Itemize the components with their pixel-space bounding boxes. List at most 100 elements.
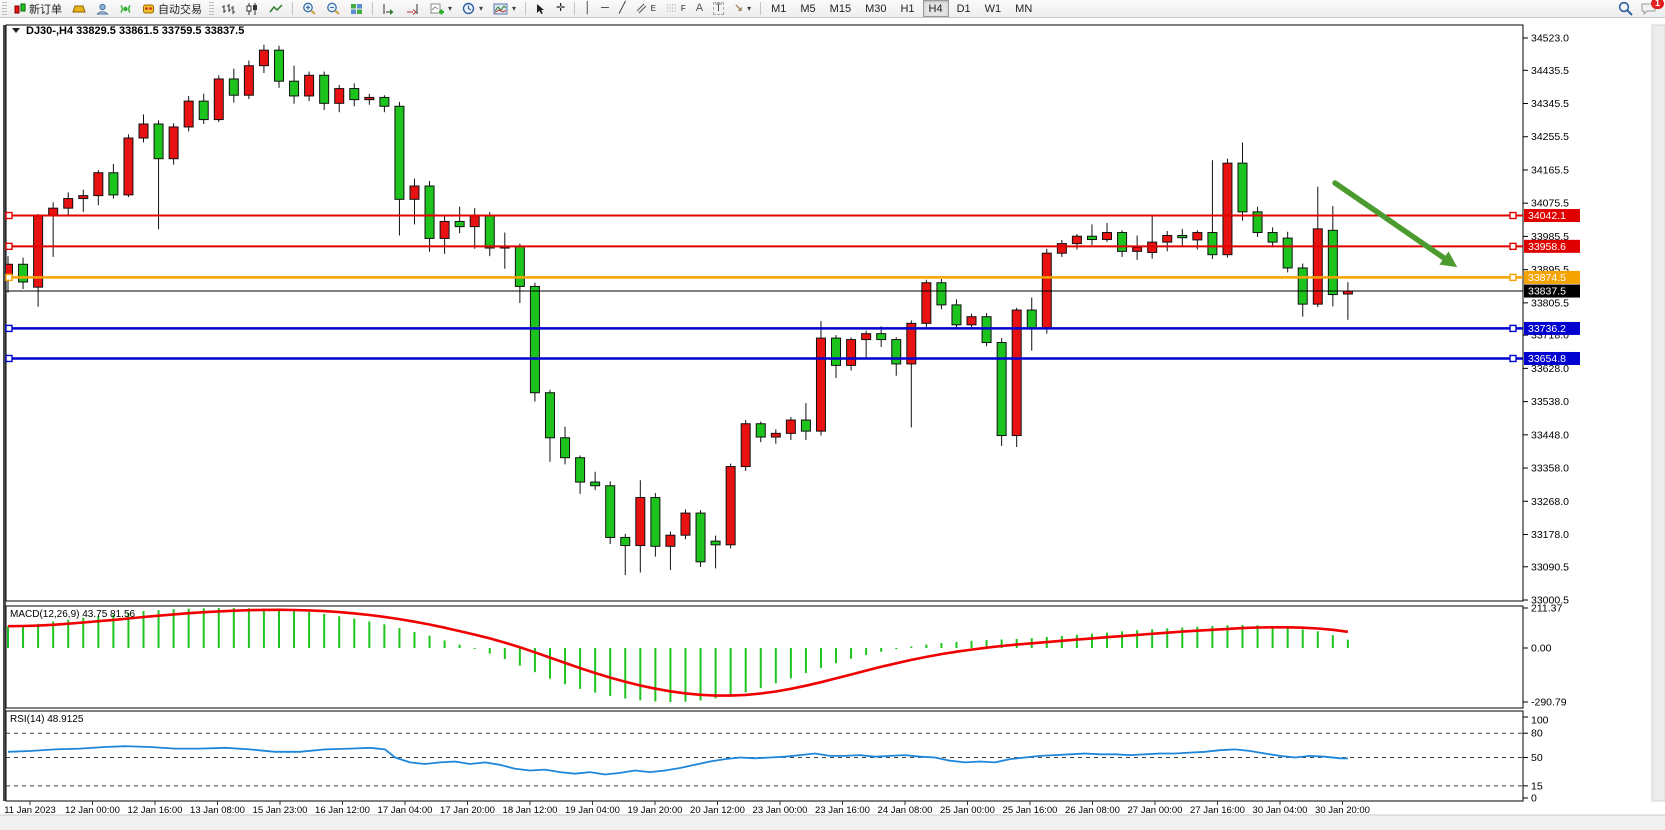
- timeframe-group: M1 M5 M15 M30 H1 H4 D1 W1 MN: [765, 0, 1038, 17]
- autoscroll-button[interactable]: [377, 0, 401, 17]
- text-tool-icon: A: [695, 2, 704, 14]
- price-badge-label: 33736.2: [1528, 323, 1566, 335]
- time-tick-label: 23 Jan 16:00: [815, 805, 870, 816]
- price-badge: [1524, 270, 1580, 284]
- new-order-candles-icon: [14, 3, 26, 13]
- zoom-in-icon: [303, 2, 316, 15]
- price-tick-label: 34075.5: [1531, 198, 1569, 210]
- templates-button[interactable]: ▾: [488, 0, 521, 17]
- tf-M5[interactable]: M5: [800, 2, 816, 15]
- trendline-icon: ╱: [618, 2, 626, 14]
- fibonacci-tool-button[interactable]: F: [661, 0, 691, 17]
- toolbar-grip[interactable]: [209, 2, 214, 15]
- gold-ingot-button[interactable]: [67, 0, 91, 17]
- person-icon: [96, 3, 109, 14]
- line-handle[interactable]: [5, 354, 13, 363]
- tf-H4[interactable]: H4: [922, 0, 949, 17]
- line-chart-button[interactable]: [264, 0, 288, 17]
- crosshair-icon: ✛: [556, 2, 566, 14]
- line-handle[interactable]: [5, 242, 13, 251]
- gold-ingot-icon: [72, 5, 86, 12]
- price-badge-label: 34042.1: [1528, 210, 1566, 222]
- macd-panel: MACD(12,26,9) 43.75 81.56 211.37 0.00 -290.…: [7, 603, 1567, 709]
- time-tick-label: 11 Jan 2023: [4, 805, 56, 816]
- arrows-tool-button[interactable]: ↘ ▾: [729, 0, 756, 17]
- line-handle[interactable]: [5, 211, 13, 220]
- trend-arrow[interactable]: [1332, 180, 1458, 268]
- macd-signal-line: [7, 608, 1349, 697]
- tf-M30[interactable]: M30: [865, 2, 887, 15]
- price-tick-label: 33178.0: [1531, 529, 1569, 541]
- price-badge: [1524, 209, 1580, 223]
- tile-windows-icon: [351, 3, 362, 14]
- price-badge: [1524, 239, 1580, 253]
- macd-tick-label: -290.79: [1531, 697, 1567, 709]
- vertical-line-icon: │: [584, 2, 592, 14]
- new-order-button[interactable]: 新订单: [9, 0, 67, 17]
- tf-MN[interactable]: MN: [1015, 2, 1033, 15]
- dropdown-icon: ▾: [448, 4, 453, 13]
- rsi-line: [7, 745, 1349, 776]
- tf-W1[interactable]: W1: [984, 2, 1002, 15]
- tf-D1[interactable]: D1: [956, 2, 971, 15]
- tf-H1[interactable]: H1: [900, 2, 915, 15]
- price-axis[interactable]: 34523.0 34435.5 34345.5 34255.5 34165.5 34075…: [1523, 33, 1580, 607]
- signals-button[interactable]: [114, 0, 137, 17]
- horizontal-line-tool-button[interactable]: ─: [596, 0, 614, 17]
- line-handle[interactable]: [1509, 273, 1517, 282]
- line-handle[interactable]: [1509, 242, 1517, 251]
- time-tick-label: 20 Jan 12:00: [690, 805, 745, 816]
- search-icon[interactable]: [1618, 1, 1633, 16]
- zoom-in-button[interactable]: [297, 0, 321, 17]
- time-tick-label: 30 Jan 20:00: [1315, 805, 1370, 816]
- price-tick-label: 33448.0: [1531, 429, 1569, 441]
- indicators-button[interactable]: ▾: [425, 0, 457, 17]
- bar-chart-button[interactable]: [216, 0, 240, 17]
- toolbar-separator: [525, 2, 527, 15]
- chart-title-label: DJ30-,H4 33829.5 33861.5 33759.5 33837.5: [26, 25, 244, 37]
- toolbar: 新订单 自动交易: [0, 0, 1665, 18]
- line-handle[interactable]: [1509, 354, 1517, 363]
- trendline-tool-button[interactable]: ╱: [614, 0, 631, 17]
- robot-icon: [143, 4, 154, 13]
- text-label-tool-button[interactable]: T: [708, 0, 729, 17]
- tf-M15[interactable]: M15: [829, 2, 852, 15]
- text-tool-button[interactable]: A: [691, 0, 708, 17]
- crosshair-tool-button[interactable]: ✛: [551, 0, 570, 17]
- line-handle[interactable]: [5, 273, 13, 282]
- time-tick-label: 13 Jan 08:00: [190, 805, 245, 816]
- cursor-tool-button[interactable]: [530, 0, 551, 17]
- signal-icon: [120, 4, 131, 13]
- autotrading-button[interactable]: 自动交易: [137, 0, 207, 17]
- line-handle[interactable]: [1509, 211, 1517, 220]
- vertical-line-tool-button[interactable]: │: [579, 0, 596, 17]
- horizontal-line-icon: ─: [601, 2, 609, 14]
- chart-shift-icon: [407, 3, 418, 15]
- tile-windows-button[interactable]: [345, 0, 368, 17]
- time-tick-label: 19 Jan 04:00: [565, 805, 620, 816]
- fibonacci-letter: F: [680, 4, 686, 13]
- add-indicator-icon: [430, 3, 444, 14]
- time-axis[interactable]: 11 Jan 2023 12 Jan 00:00 12 Jan 16:00 13 Ja…: [4, 801, 1370, 816]
- fibonacci-grid-icon: [666, 4, 677, 12]
- tf-M1[interactable]: M1: [771, 2, 787, 15]
- notifications-button[interactable]: 1: [1641, 0, 1664, 16]
- zoom-out-button[interactable]: [321, 0, 345, 17]
- equidistant-channel-tool-button[interactable]: E: [631, 0, 661, 17]
- rsi-tick-label: 80: [1531, 728, 1543, 740]
- horizontal-lines-layer[interactable]: [5, 211, 1523, 363]
- candlestick-chart-button[interactable]: [240, 0, 264, 17]
- line-handle[interactable]: [5, 324, 13, 333]
- line-handle[interactable]: [1509, 324, 1517, 333]
- periods-button[interactable]: ▾: [457, 0, 488, 17]
- account-button[interactable]: [91, 0, 114, 17]
- chart-shift-button[interactable]: [401, 0, 425, 17]
- candles-layer: [6, 44, 1353, 576]
- price-badge: [1524, 321, 1580, 335]
- time-tick-label: 19 Jan 20:00: [628, 805, 683, 816]
- macd-tick-label: 0.00: [1531, 643, 1552, 655]
- toolbar-grip[interactable]: [2, 2, 7, 15]
- price-tick-label: 33358.0: [1531, 463, 1569, 475]
